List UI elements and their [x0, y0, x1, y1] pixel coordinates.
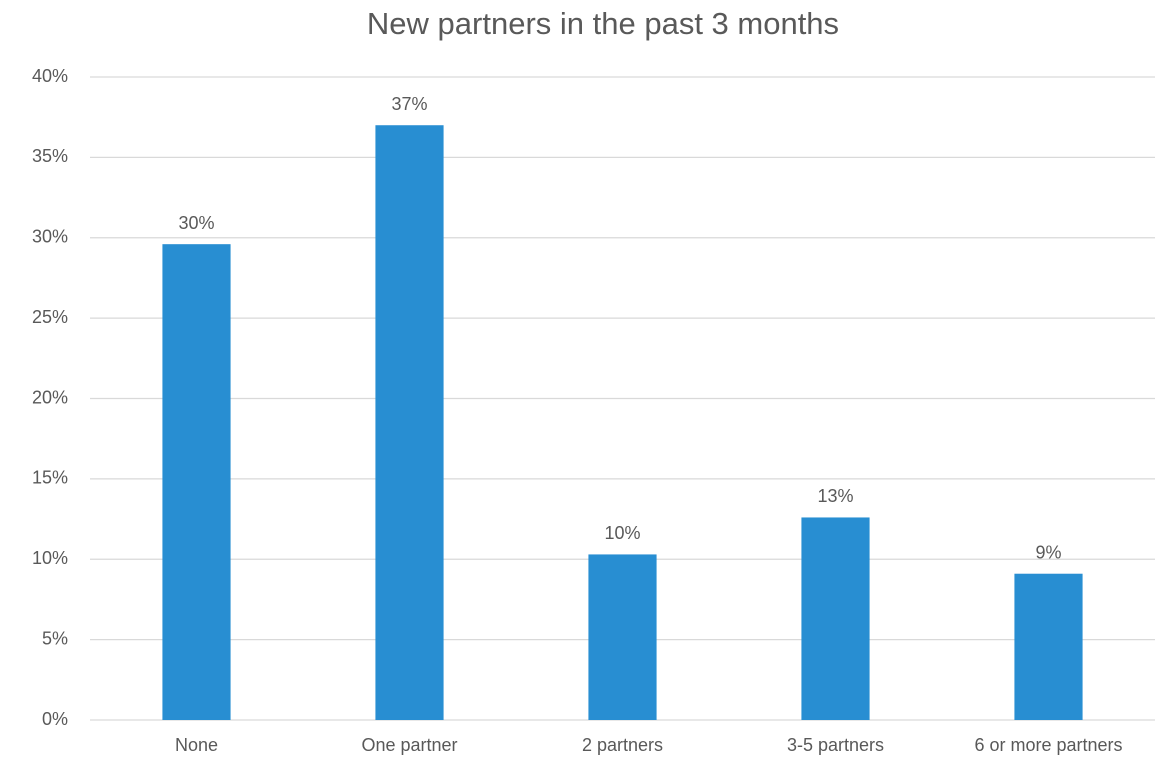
- bar: [162, 244, 231, 720]
- x-tick-label: 2 partners: [582, 735, 663, 755]
- x-tick-label: None: [175, 735, 218, 755]
- bar: [801, 517, 870, 720]
- bar: [375, 125, 444, 721]
- data-label: 9%: [1035, 542, 1061, 562]
- y-tick-label: 40%: [32, 66, 68, 86]
- x-tick-label: One partner: [361, 735, 457, 755]
- bar: [588, 554, 657, 720]
- data-label: 30%: [178, 213, 214, 233]
- y-tick-label: 5%: [42, 628, 68, 648]
- x-tick-label: 6 or more partners: [974, 735, 1122, 755]
- bar: [1014, 573, 1083, 720]
- data-label: 10%: [604, 523, 640, 543]
- y-tick-label: 15%: [32, 468, 68, 488]
- y-tick-label: 20%: [32, 387, 68, 407]
- y-tick-label: 30%: [32, 227, 68, 247]
- x-tick-label: 3-5 partners: [787, 735, 884, 755]
- data-label: 13%: [817, 486, 853, 506]
- y-tick-label: 35%: [32, 146, 68, 166]
- chart-title: New partners in the past 3 months: [367, 6, 839, 41]
- data-label: 37%: [391, 94, 427, 114]
- y-tick-label: 10%: [32, 548, 68, 568]
- y-tick-label: 0%: [42, 709, 68, 729]
- y-tick-label: 25%: [32, 307, 68, 327]
